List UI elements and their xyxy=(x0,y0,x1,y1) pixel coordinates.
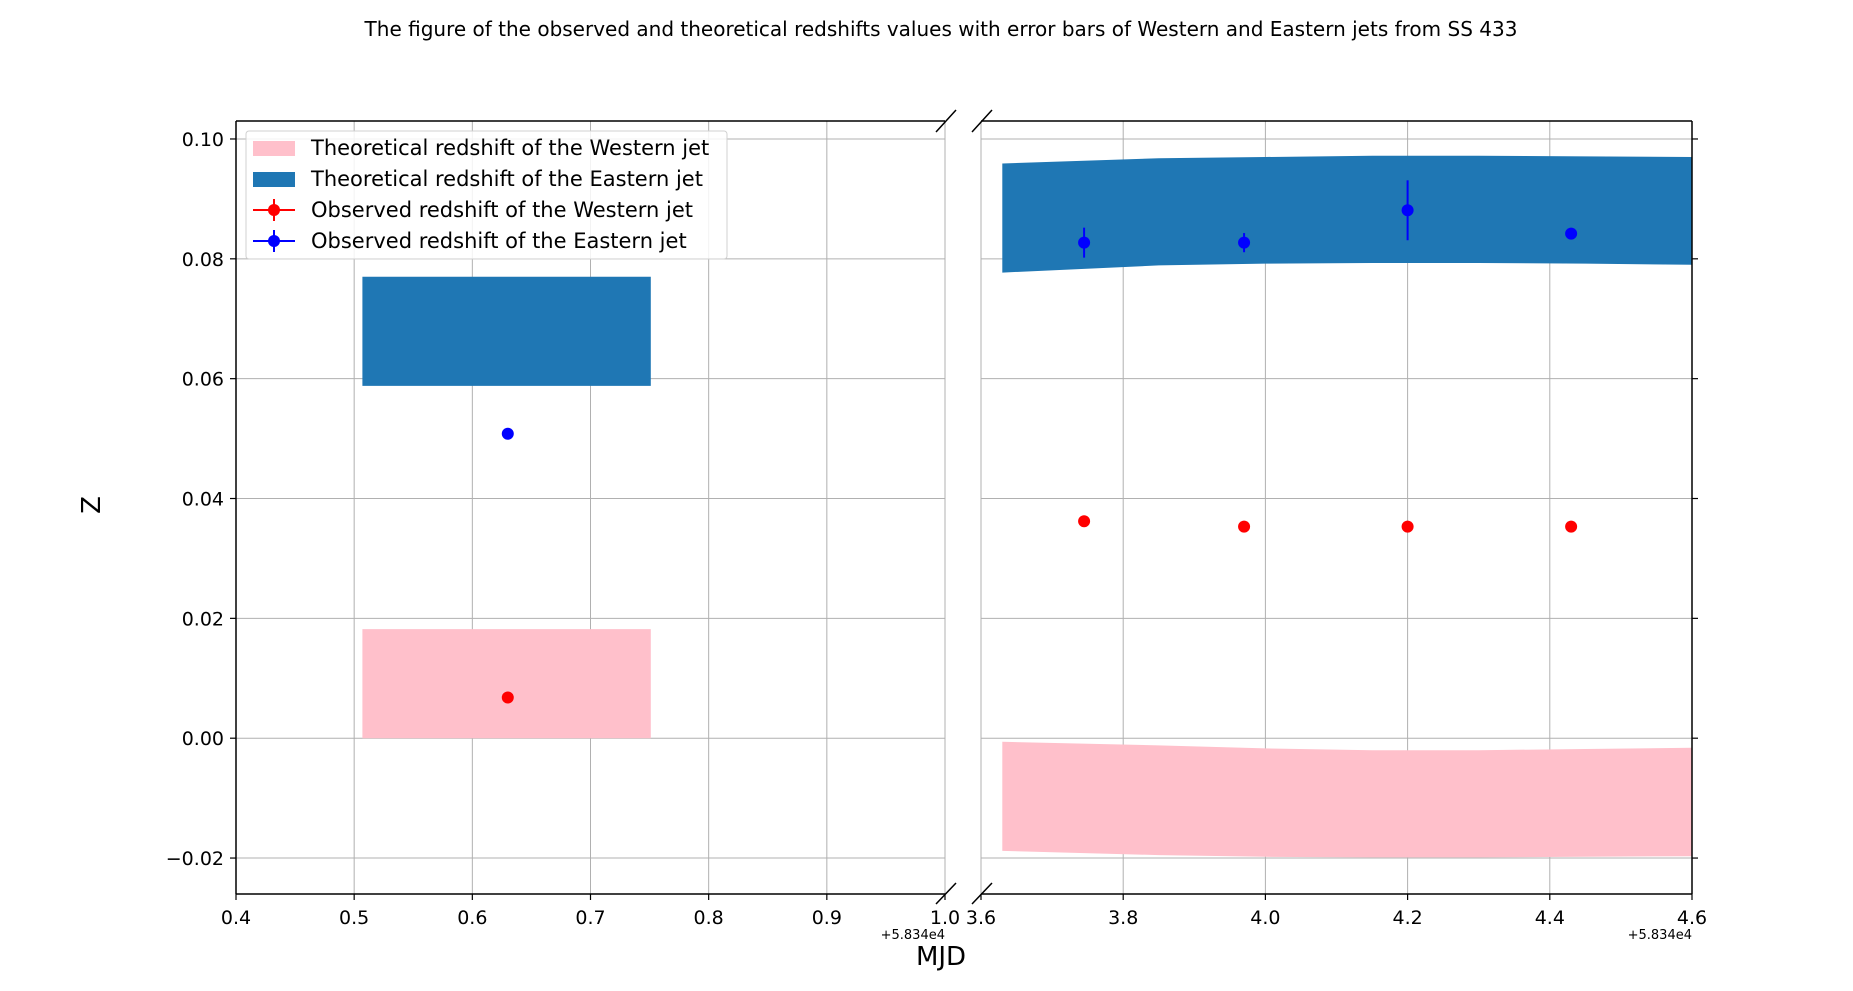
chart-panel-2: 3.6 3.8 4.0 4.2 4.4 4.6+5.834e4 xyxy=(966,120,1707,943)
x-tick-label: 4.2 xyxy=(1392,907,1422,929)
x-tick-label: 4.4 xyxy=(1535,907,1565,929)
legend-swatch xyxy=(253,172,295,187)
eastern-observed-point xyxy=(1238,236,1251,249)
y-tick-label: 0.10 xyxy=(182,129,224,151)
x-offset-label: +5.834e4 xyxy=(1628,928,1692,943)
axis-break-mark xyxy=(935,882,957,905)
legend-label: Theoretical redshift of the Eastern jet xyxy=(310,167,703,191)
western-observed-point xyxy=(1401,520,1414,533)
y-tick-label: 0.02 xyxy=(182,608,224,630)
western-observed-point xyxy=(501,691,514,704)
western-observed-point xyxy=(1078,515,1091,528)
x-tick-label: 0.4 xyxy=(221,907,251,929)
chart-legend: Theoretical redshift of the Western jet T… xyxy=(245,130,728,260)
axis-break-mark xyxy=(971,109,993,133)
eastern-observed-point xyxy=(501,427,514,440)
y-tick-label: 0.08 xyxy=(182,249,224,271)
legend-marker xyxy=(268,204,280,216)
eastern-observed-point xyxy=(1401,204,1414,217)
y-axis-label: Z xyxy=(77,496,107,514)
chart-title: The figure of the observed and theoretic… xyxy=(364,17,1518,41)
y-tick-label: 0.04 xyxy=(182,489,224,511)
legend-marker xyxy=(268,235,280,247)
western-observed-point xyxy=(1565,520,1578,533)
x-axis-label: MJD xyxy=(916,942,966,972)
western-theoretical-band xyxy=(362,629,651,739)
panel-series xyxy=(1002,155,1692,858)
legend-label: Observed redshift of the Eastern jet xyxy=(311,229,687,253)
x-tick-label: 0.8 xyxy=(694,907,724,929)
legend-label: Theoretical redshift of the Western jet xyxy=(310,136,709,160)
y-tick-label: −0.02 xyxy=(166,848,224,870)
axis-break-mark xyxy=(971,882,993,905)
eastern-observed-point xyxy=(1078,236,1091,249)
x-tick-label: 3.6 xyxy=(966,907,996,929)
legend-swatch xyxy=(253,141,295,156)
eastern-theoretical-band xyxy=(1002,155,1692,273)
y-tick-label: 0.06 xyxy=(182,369,224,391)
x-tick-label: 4.0 xyxy=(1250,907,1280,929)
x-tick-label: 0.5 xyxy=(339,907,369,929)
x-offset-label: +5.834e4 xyxy=(881,928,945,943)
eastern-theoretical-band xyxy=(362,276,651,386)
x-tick-label: 1.0 xyxy=(930,907,960,929)
x-tick-label: 3.8 xyxy=(1108,907,1138,929)
legend-box xyxy=(245,130,728,260)
y-tick-label: 0.00 xyxy=(182,728,224,750)
panel-series xyxy=(362,276,651,739)
x-tick-label: 0.6 xyxy=(457,907,487,929)
western-observed-point xyxy=(1238,520,1251,533)
x-tick-label: 4.6 xyxy=(1677,907,1707,929)
axis-break-mark xyxy=(935,109,957,133)
western-theoretical-band xyxy=(1002,741,1692,858)
x-tick-label: 0.7 xyxy=(575,907,605,929)
legend-label: Observed redshift of the Western jet xyxy=(311,198,693,222)
x-tick-label: 0.9 xyxy=(812,907,842,929)
eastern-observed-point xyxy=(1565,227,1578,240)
